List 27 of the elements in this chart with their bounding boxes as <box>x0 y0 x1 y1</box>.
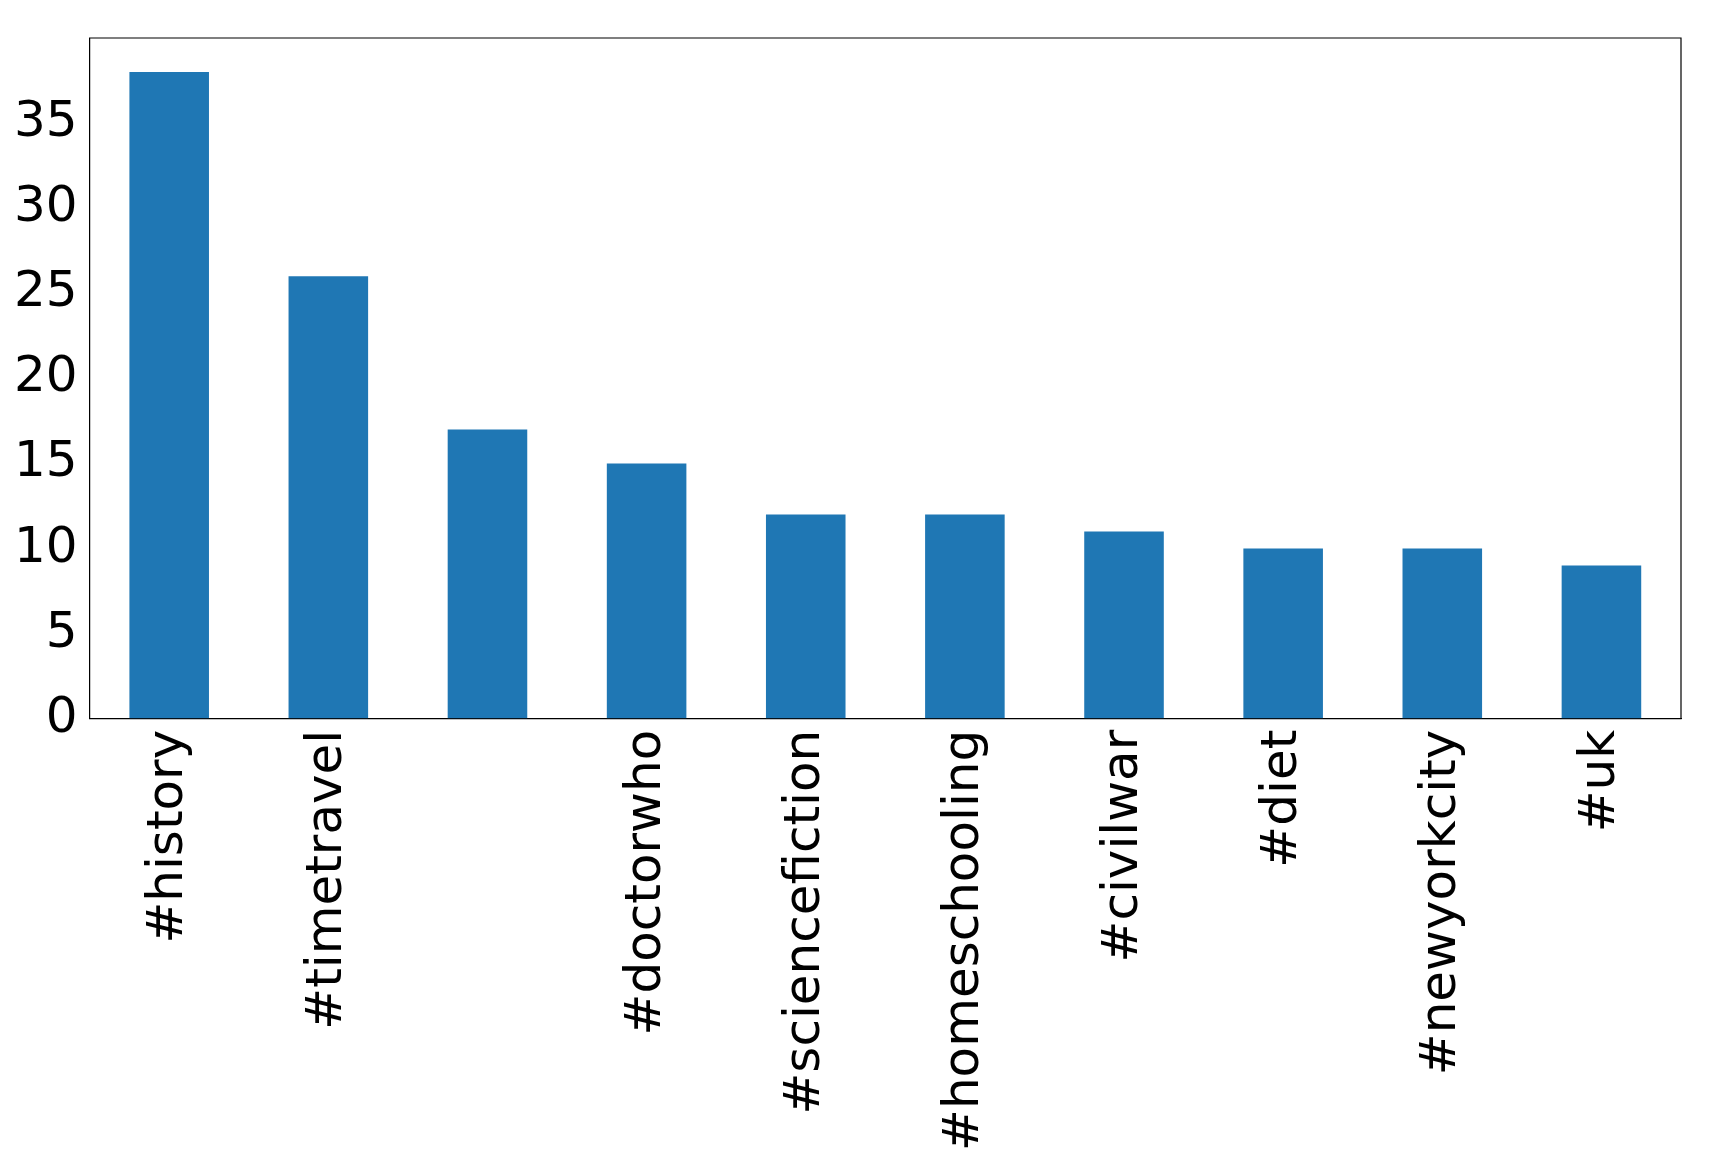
y-tick-label: 30 <box>14 175 78 234</box>
x-tick-label: #newyorkcity <box>1409 729 1468 1076</box>
bar <box>1084 531 1164 719</box>
x-tick-label: #sciencefiction <box>772 729 831 1115</box>
bar <box>1243 548 1323 719</box>
x-tick-label: #uk <box>1568 729 1627 833</box>
x-tick-label: #timetravel <box>295 729 354 1030</box>
x-tick-label: #doctorwho <box>613 729 672 1036</box>
bar <box>765 514 846 719</box>
bar <box>925 514 1005 719</box>
y-tick-label: 35 <box>14 90 78 149</box>
y-tick-label: 25 <box>14 260 78 319</box>
bar <box>288 276 369 719</box>
x-tick-label: #homeschooling <box>931 729 990 1151</box>
bar <box>129 72 209 719</box>
y-tick-label: 20 <box>14 345 78 404</box>
x-tick-label: #civilwar <box>1091 729 1149 963</box>
x-tick-label: #diet <box>1250 729 1309 868</box>
bar <box>1402 548 1483 719</box>
y-tick-label: 15 <box>14 430 78 489</box>
x-tick-label: #history <box>136 729 195 944</box>
bar <box>606 463 687 719</box>
y-tick-label: 5 <box>45 600 78 659</box>
bar <box>447 429 528 719</box>
y-tick-label: 10 <box>14 515 78 574</box>
bar <box>1561 565 1642 719</box>
y-tick-label: 0 <box>45 685 78 744</box>
